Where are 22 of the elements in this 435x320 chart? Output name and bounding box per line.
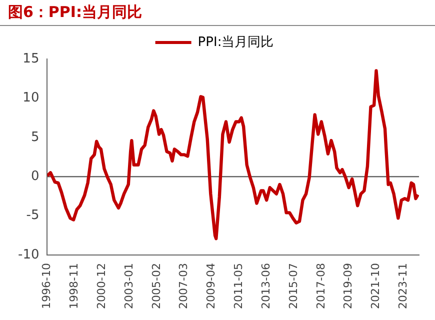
y-tick-label: -5	[26, 208, 40, 224]
x-tick-label: 2013-06	[259, 263, 272, 310]
y-tick-label: 10	[22, 90, 40, 106]
x-tick-label: 2015-07	[286, 263, 300, 310]
x-tick-label: 2021-10	[369, 263, 382, 310]
x-tick-label: 2011-05	[232, 263, 246, 310]
x-tick-label: 2007-03	[177, 263, 190, 310]
y-tick-label: 0	[30, 169, 40, 184]
x-tick-label: 2023-11	[396, 263, 410, 310]
chart-title: 图6：PPI:当月同比	[0, 0, 435, 26]
x-tick-label: 2000-12	[94, 263, 108, 310]
legend-label: PPI:当月同比	[198, 34, 274, 50]
y-tick-label: 5	[30, 130, 40, 145]
x-tick-label: 1996-10	[40, 263, 54, 310]
x-tick-label: 2009-04	[204, 263, 218, 310]
x-tick-label: 2003-01	[122, 263, 136, 310]
x-tick-label: 2019-09	[342, 263, 355, 310]
y-tick-label: 15	[22, 51, 40, 66]
x-tick-label: 1998-11	[68, 263, 81, 310]
x-tick-label: 2005-02	[150, 263, 163, 310]
y-tick-label: -10	[18, 247, 40, 262]
x-tick-label: 2017-08	[314, 263, 328, 310]
